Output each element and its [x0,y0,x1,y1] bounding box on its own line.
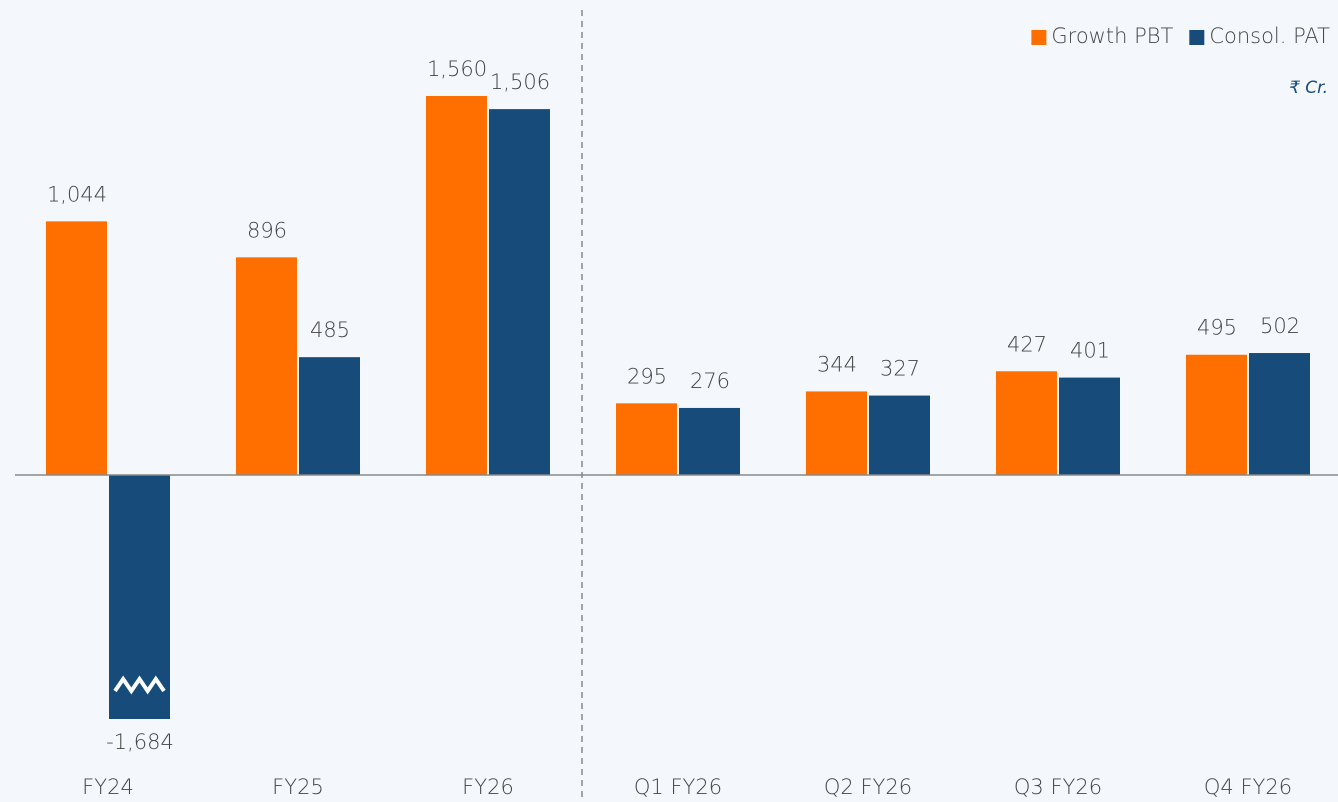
value-label: 502 [1260,314,1300,338]
x-tick-label: Q1 FY26 [634,775,722,799]
bar [869,395,930,475]
legend-swatch [1031,30,1047,45]
value-label: 295 [627,364,667,388]
bar [299,357,360,475]
bar [236,257,297,475]
x-tick-label: FY26 [462,775,514,799]
value-label: 896 [247,218,287,242]
value-label: 485 [310,318,350,342]
x-tick-label: Q2 FY26 [824,775,912,799]
bar [489,109,550,475]
value-label: 401 [1070,339,1110,363]
bar [1186,354,1247,475]
bar [806,391,867,475]
value-label: -1,684 [106,730,174,754]
bar [1059,377,1120,475]
value-label: 327 [880,357,920,381]
legend-label: Growth PBT [1051,24,1173,48]
x-tick-label: Q4 FY26 [1204,775,1292,799]
bar [46,221,107,475]
x-tick-label: Q3 FY26 [1014,775,1102,799]
value-label: 1,506 [490,70,550,94]
value-label: 1,044 [47,182,107,206]
value-label: 495 [1197,316,1237,340]
legend-label: Consol. PAT [1209,24,1330,48]
bar [679,407,740,475]
value-label: 1,560 [427,57,487,81]
unit-note: ₹ Cr. [1289,78,1328,98]
bar [996,371,1057,475]
bar [616,403,677,475]
value-label: 427 [1007,332,1047,356]
bar [1249,353,1310,475]
bar [426,96,487,475]
x-tick-label: FY25 [272,775,324,799]
x-tick-label: FY24 [82,775,134,799]
axis-break [113,675,166,695]
value-label: 276 [690,369,730,393]
legend-swatch [1189,30,1205,45]
value-label: 344 [817,352,857,376]
